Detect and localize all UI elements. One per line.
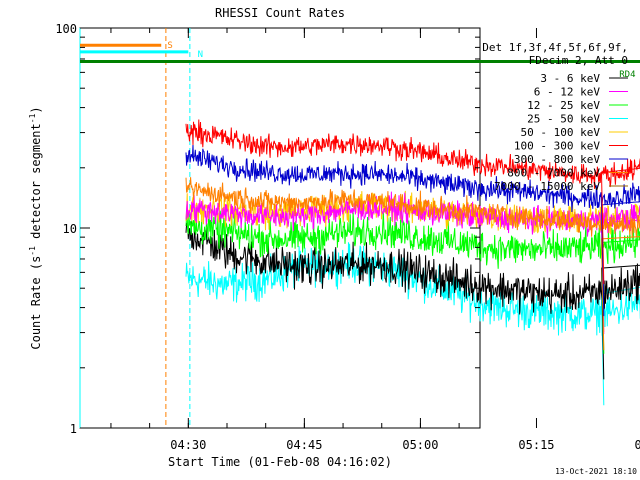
series-line-5 <box>185 119 640 285</box>
legend-label-5: 100 - 300 keV <box>514 140 600 153</box>
series-line-6 <box>185 144 640 317</box>
plot-frame <box>79 27 481 429</box>
state-bar-label-1: N <box>198 50 203 60</box>
x-tick-label: 05:15 <box>518 438 554 452</box>
state-bars: SNRD0RD4 <box>80 41 640 80</box>
legend-header-line1: Det 1f,3f,4f,5f,6f,9f, <box>482 41 628 54</box>
legend-label-2: 12 - 25 keV <box>527 99 600 112</box>
legend-label-6: 300 - 800 keV <box>514 153 600 166</box>
x-tick-label: 04:30 <box>170 438 206 452</box>
series-line-1 <box>185 191 640 335</box>
series-lines <box>185 119 640 406</box>
legend-label-1: 6 - 12 keV <box>534 86 601 99</box>
legend-label-0: 3 - 6 keV <box>540 72 600 85</box>
y-tick-label: 1 <box>70 422 77 436</box>
y-tick-label: 100 <box>55 22 77 36</box>
y-axis-label: Count Rate (s-1 detector segment-1) <box>28 106 43 349</box>
x-tick-label: 05:30 <box>634 438 640 452</box>
series-line-2 <box>185 209 640 354</box>
legend: Det 1f,3f,4f,5f,6f,9f, FDecim 2, Att 0 3… <box>482 41 628 193</box>
legend-label-7: 800 - 7000 keV <box>507 167 600 180</box>
x-tick-label: 04:45 <box>286 438 322 452</box>
series-line-7 <box>185 177 640 351</box>
y-axis: 1 10 100 <box>55 22 480 436</box>
legend-header-line2: FDecim 2, Att 0 <box>529 54 628 67</box>
legend-label-4: 50 - 100 keV <box>521 126 601 139</box>
legend-label-3: 25 - 50 keV <box>527 113 600 126</box>
footer-timestamp: 13-Oct-2021 18:10 <box>555 467 637 476</box>
y-tick-label: 10 <box>63 222 77 236</box>
state-bar-label-4: RD4 <box>619 70 635 80</box>
legend-label-8: 7000 - 15000 keV <box>494 180 600 193</box>
x-tick-label: 05:00 <box>402 438 438 452</box>
series-line-0 <box>185 221 640 380</box>
state-bar-label-0: S <box>167 41 172 51</box>
chart-title: RHESSI Count Rates <box>215 6 345 20</box>
x-axis-label: Start Time (01-Feb-08 04:16:02) <box>168 455 392 469</box>
